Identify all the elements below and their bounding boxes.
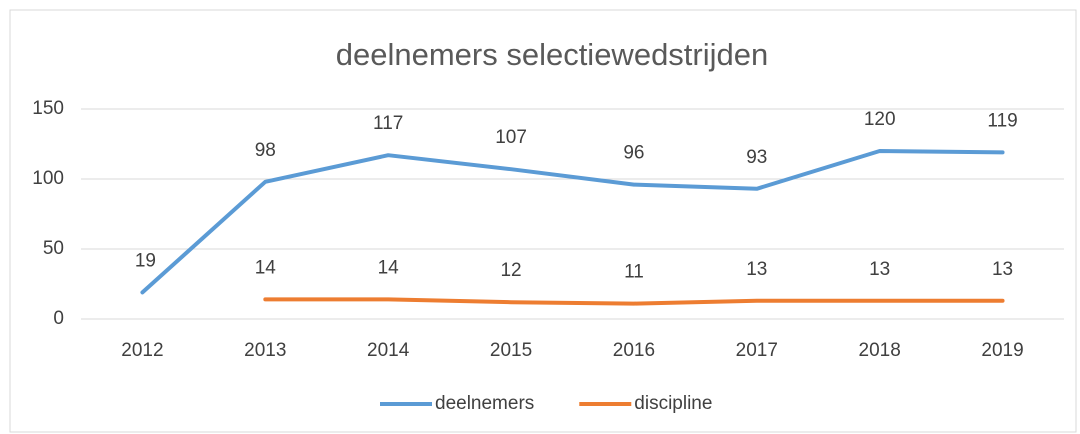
data-label: 93 <box>746 147 767 168</box>
series-line <box>263 297 1005 306</box>
y-tick-label: 50 <box>43 238 64 259</box>
data-label: 96 <box>623 143 644 164</box>
chart-frame <box>9 9 1077 433</box>
y-tick-label: 100 <box>32 168 64 189</box>
data-label: 14 <box>255 257 277 278</box>
data-label: 19 <box>135 250 156 271</box>
data-label: 14 <box>378 257 400 278</box>
data-label: 117 <box>373 113 403 134</box>
x-tick-label: 2012 <box>121 340 163 361</box>
x-tick-label: 2019 <box>981 340 1023 361</box>
data-label: 12 <box>500 260 521 281</box>
y-tick-label: 0 <box>53 308 64 329</box>
x-tick-label: 2018 <box>859 340 901 361</box>
data-label: 11 <box>624 262 644 283</box>
data-label: 119 <box>987 110 1017 131</box>
data-label: 13 <box>746 259 767 280</box>
x-tick-label: 2014 <box>367 340 410 361</box>
data-label: 13 <box>869 259 890 280</box>
data-label: 13 <box>992 259 1013 280</box>
legend-label: discipline <box>634 393 712 414</box>
x-tick-label: 2017 <box>736 340 778 361</box>
x-tick-label: 2013 <box>244 340 286 361</box>
legend-label: deelnemers <box>435 393 534 414</box>
x-tick-label: 2016 <box>613 340 655 361</box>
x-tick-label: 2015 <box>490 340 532 361</box>
chart-title: deelnemers selectiewedstrijden <box>336 37 769 72</box>
data-label: 120 <box>864 109 896 130</box>
y-tick-label: 150 <box>32 98 64 119</box>
data-label: 107 <box>495 127 527 148</box>
data-label: 98 <box>255 140 276 161</box>
series-line <box>140 149 1005 295</box>
